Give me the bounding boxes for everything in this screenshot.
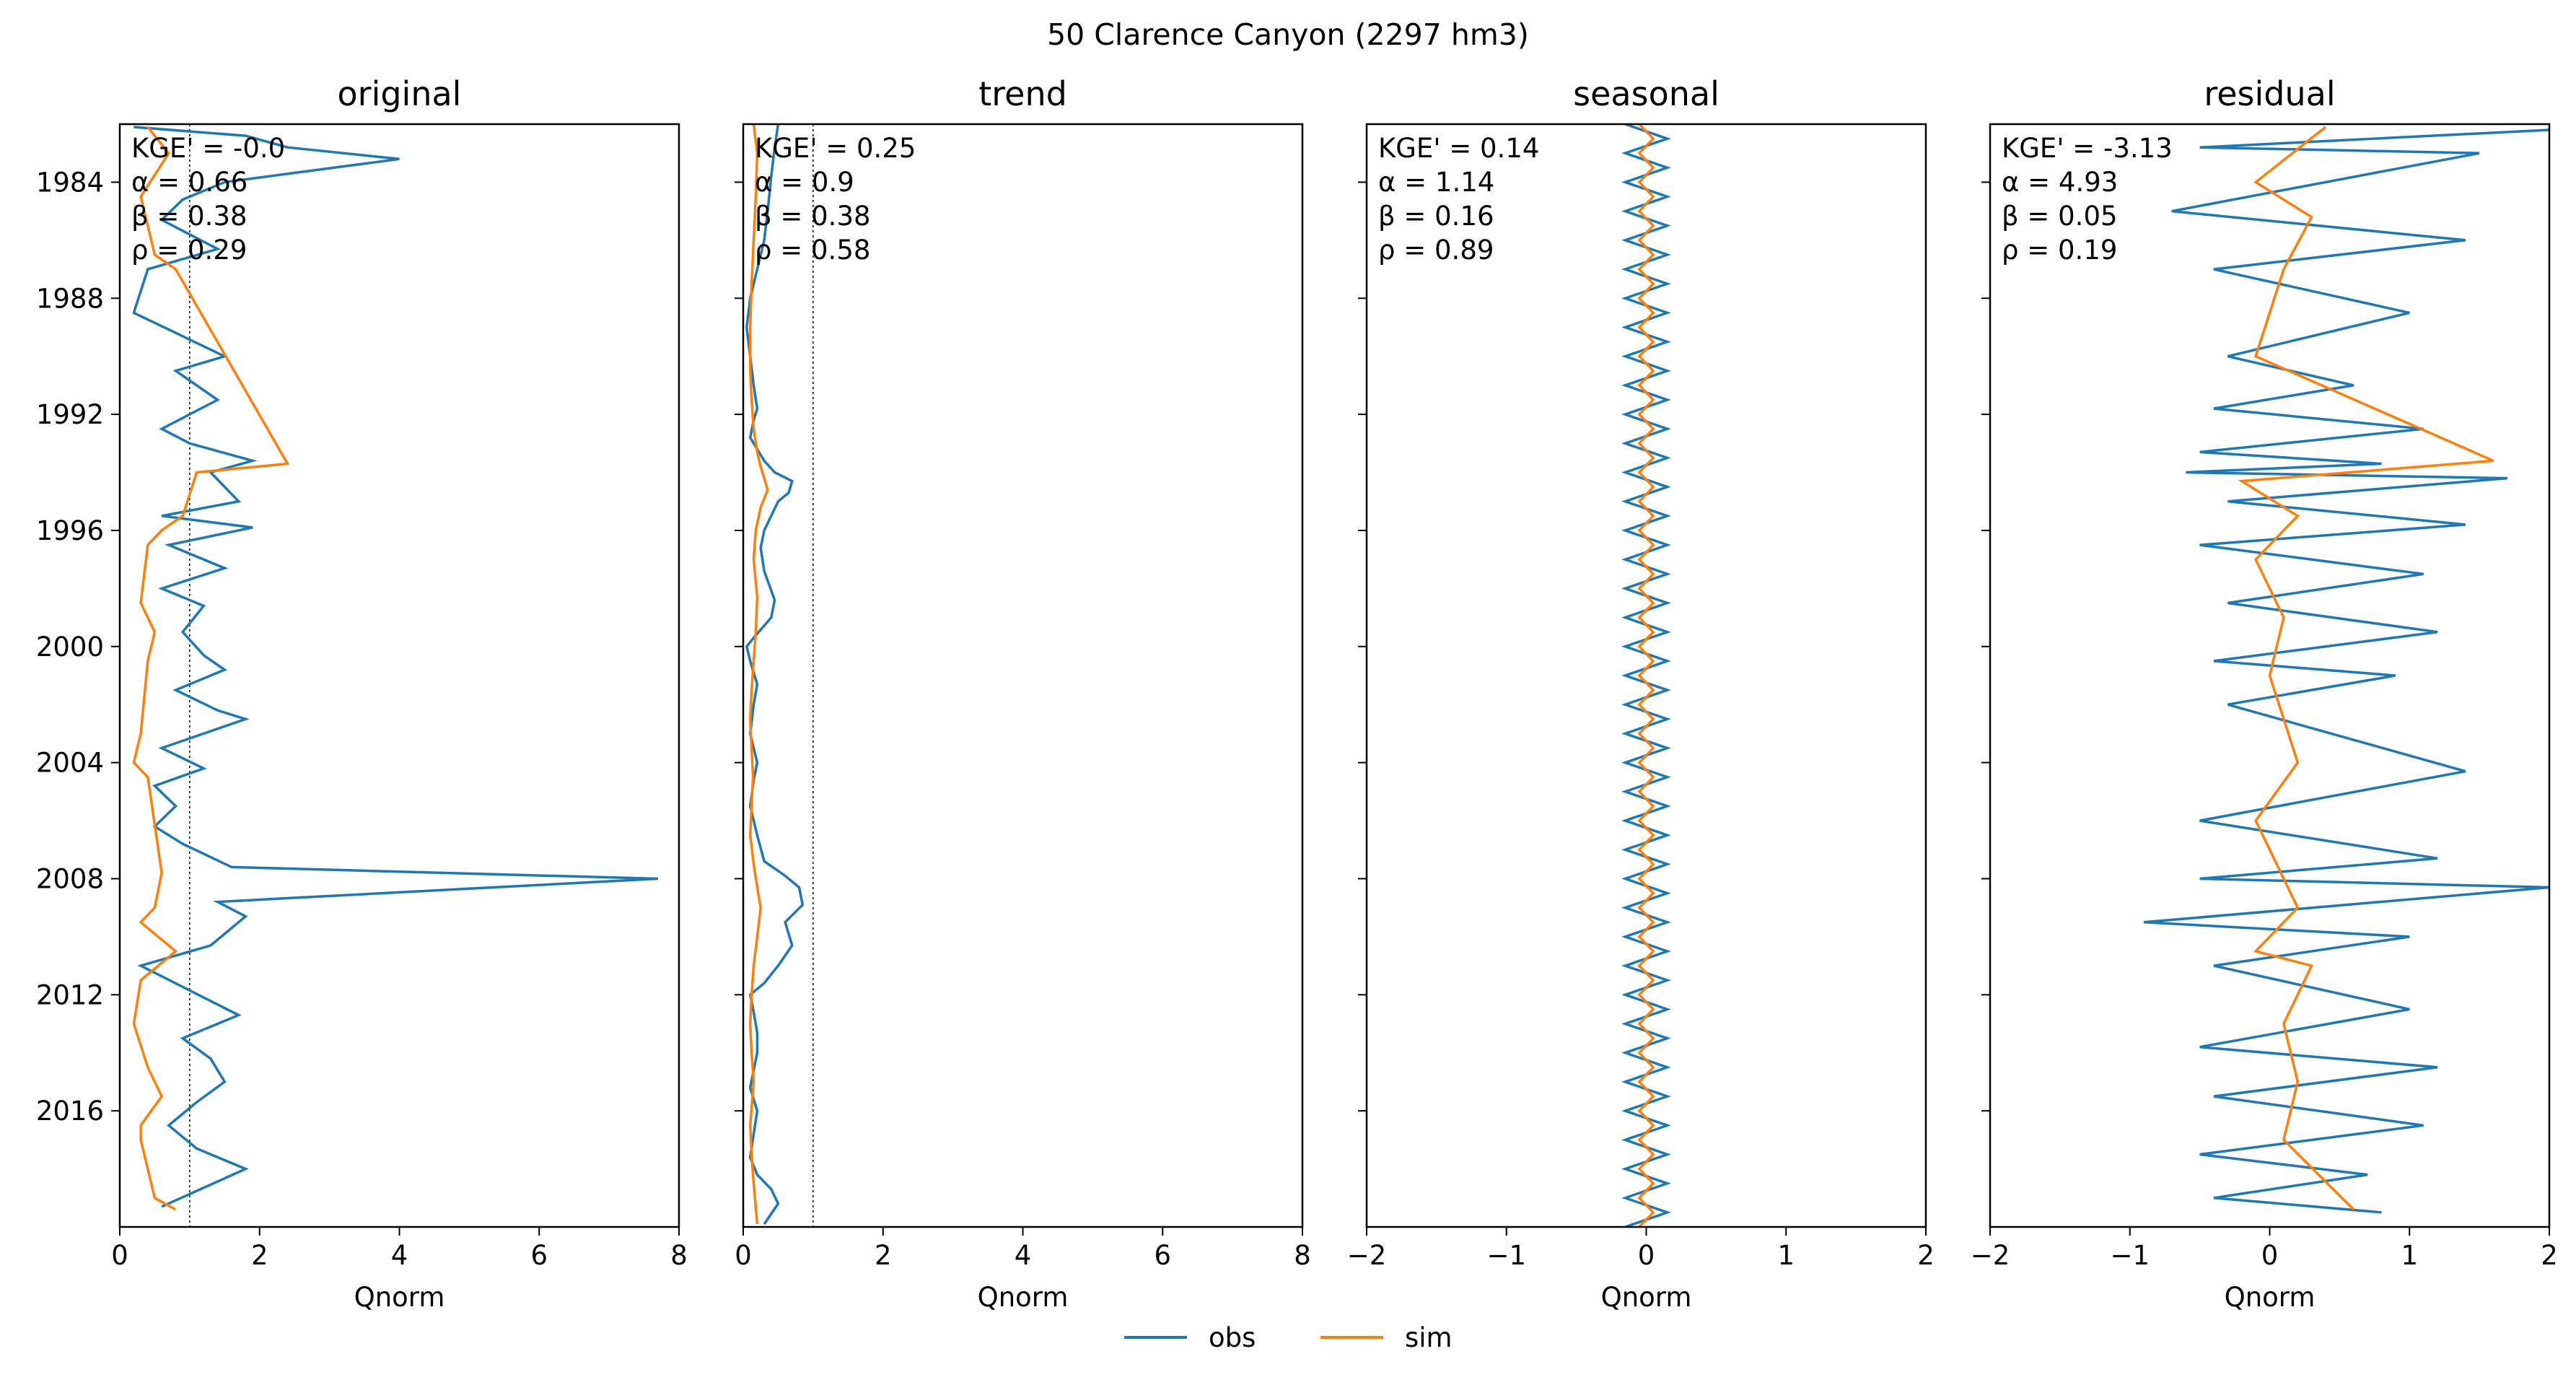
plot-area xyxy=(745,124,814,1227)
stat-annotation: β = 0.16 xyxy=(1378,201,1494,232)
plot-area xyxy=(132,124,658,1227)
series-sim-line xyxy=(1637,124,1655,1227)
figure-suptitle: 50 Clarence Canyon (2297 hm3) xyxy=(1047,17,1529,52)
axes-frame xyxy=(118,123,680,1228)
stat-annotation: KGE' = -0.0 xyxy=(131,133,285,164)
x-tick-label: 1 xyxy=(1777,1240,1795,1271)
stat-annotation: KGE' = 0.25 xyxy=(755,133,916,164)
series-sim-line xyxy=(748,124,769,1225)
stat-annotation: β = 0.38 xyxy=(755,201,871,232)
x-tick-label: −1 xyxy=(1486,1240,1526,1271)
x-axis-label: Qnorm xyxy=(354,1282,445,1313)
x-tick-label: 8 xyxy=(1294,1240,1311,1271)
series-obs-line xyxy=(2143,128,2549,1214)
stat-annotation: ρ = 0.89 xyxy=(1378,235,1494,266)
legend-obs-label: obs xyxy=(1209,1322,1256,1353)
y-tick-label: 1988 xyxy=(36,283,104,314)
panel-title: residual xyxy=(2204,74,2335,113)
x-tick-label: 1 xyxy=(2401,1240,2418,1271)
stat-annotation: β = 0.38 xyxy=(131,201,247,232)
stat-annotation: β = 0.05 xyxy=(2002,201,2118,232)
panel-title: original xyxy=(338,74,462,113)
series-sim-line xyxy=(2238,126,2494,1211)
x-tick-label: 2 xyxy=(251,1240,268,1271)
stat-annotation: α = 1.14 xyxy=(1378,167,1494,198)
x-tick-label: −2 xyxy=(1347,1240,1387,1271)
y-tick-label: 1992 xyxy=(36,399,104,430)
stat-annotation: KGE' = 0.14 xyxy=(1378,133,1539,164)
panel-seasonal: seasonal −2 −1 0 1 2 Qnorm KGE' = 0.14α = 1.14β… xyxy=(1347,74,1935,1313)
x-tick-label: 2 xyxy=(2541,1240,2558,1271)
panel-title: seasonal xyxy=(1573,74,1719,113)
axes-frame xyxy=(742,123,1304,1228)
stat-annotation: α = 4.93 xyxy=(2002,167,2118,198)
y-tick-label: 2000 xyxy=(36,632,104,663)
panel-original: original 0 2 4 6 8 1984 1988 1992 1996 2000 2004 200… xyxy=(36,74,688,1313)
x-tick-label: 2 xyxy=(1917,1240,1935,1271)
stat-annotation: α = 0.66 xyxy=(131,167,247,198)
x-tick-label: 6 xyxy=(1154,1240,1171,1271)
x-axis-label: Qnorm xyxy=(2225,1282,2316,1313)
x-tick-label: 0 xyxy=(111,1240,128,1271)
legend: obs sim xyxy=(1124,1322,1453,1353)
y-tick-label: 1984 xyxy=(36,167,104,198)
stat-annotation: α = 0.9 xyxy=(755,167,854,198)
legend-sim-label: sim xyxy=(1405,1322,1453,1353)
stat-annotation: ρ = 0.29 xyxy=(131,235,247,266)
stat-annotation: KGE' = -3.13 xyxy=(2002,133,2173,164)
plot-area xyxy=(1621,124,1671,1227)
series-sim-line xyxy=(132,126,290,1211)
x-tick-label: −1 xyxy=(2110,1240,2150,1271)
x-tick-label: 8 xyxy=(670,1240,688,1271)
y-tick-label: 2004 xyxy=(36,748,104,779)
x-tick-label: 4 xyxy=(391,1240,408,1271)
stat-annotation: ρ = 0.58 xyxy=(755,235,870,266)
y-tick-label: 2008 xyxy=(36,863,104,894)
plot-area xyxy=(2143,126,2549,1214)
x-tick-label: 4 xyxy=(1015,1240,1032,1271)
x-tick-label: 0 xyxy=(2261,1240,2279,1271)
stat-annotation: ρ = 0.19 xyxy=(2002,235,2117,266)
x-tick-label: −2 xyxy=(1971,1240,2010,1271)
y-tick-label: 2016 xyxy=(36,1096,104,1127)
x-axis-label: Qnorm xyxy=(1601,1282,1692,1313)
panel-trend: trend 0 2 4 6 8 Qnorm KGE' = 0.25α = 0.9β = 0.3… xyxy=(735,74,1311,1313)
x-tick-label: 0 xyxy=(1638,1240,1655,1271)
x-axis-label: Qnorm xyxy=(978,1282,1069,1313)
series-obs-line xyxy=(132,126,658,1208)
x-tick-label: 0 xyxy=(735,1240,752,1271)
series-obs-line xyxy=(1621,124,1671,1227)
y-tick-label: 1996 xyxy=(36,515,104,546)
series-obs-line xyxy=(745,124,805,1225)
panel-title: trend xyxy=(978,74,1067,113)
x-tick-label: 6 xyxy=(530,1240,548,1271)
panel-residual: residual −2 −1 0 1 2 Qnorm KGE' = -3.13α = 4.93… xyxy=(1971,74,2558,1313)
y-tick-label: 2012 xyxy=(36,979,104,1010)
x-tick-label: 2 xyxy=(875,1240,892,1271)
